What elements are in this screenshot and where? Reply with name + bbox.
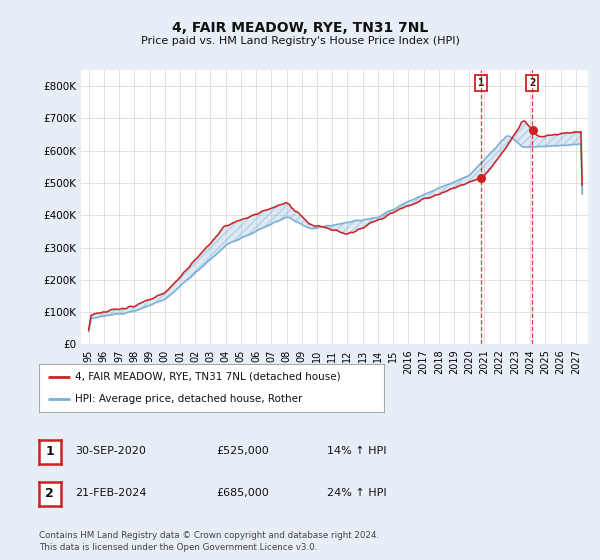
Text: 24% ↑ HPI: 24% ↑ HPI bbox=[327, 488, 386, 498]
Text: 2: 2 bbox=[529, 78, 535, 88]
Text: 4, FAIR MEADOW, RYE, TN31 7NL (detached house): 4, FAIR MEADOW, RYE, TN31 7NL (detached … bbox=[75, 372, 341, 382]
Text: £525,000: £525,000 bbox=[216, 446, 269, 456]
Text: 21-FEB-2024: 21-FEB-2024 bbox=[75, 488, 146, 498]
Text: 4, FAIR MEADOW, RYE, TN31 7NL: 4, FAIR MEADOW, RYE, TN31 7NL bbox=[172, 21, 428, 35]
Text: Contains HM Land Registry data © Crown copyright and database right 2024.
This d: Contains HM Land Registry data © Crown c… bbox=[39, 531, 379, 552]
Text: 2: 2 bbox=[46, 487, 54, 501]
Text: Price paid vs. HM Land Registry's House Price Index (HPI): Price paid vs. HM Land Registry's House … bbox=[140, 36, 460, 46]
Text: HPI: Average price, detached house, Rother: HPI: Average price, detached house, Roth… bbox=[75, 394, 302, 404]
Text: £685,000: £685,000 bbox=[216, 488, 269, 498]
Text: 1: 1 bbox=[46, 445, 54, 459]
Text: 30-SEP-2020: 30-SEP-2020 bbox=[75, 446, 146, 456]
Text: 1: 1 bbox=[478, 78, 484, 88]
Text: 14% ↑ HPI: 14% ↑ HPI bbox=[327, 446, 386, 456]
